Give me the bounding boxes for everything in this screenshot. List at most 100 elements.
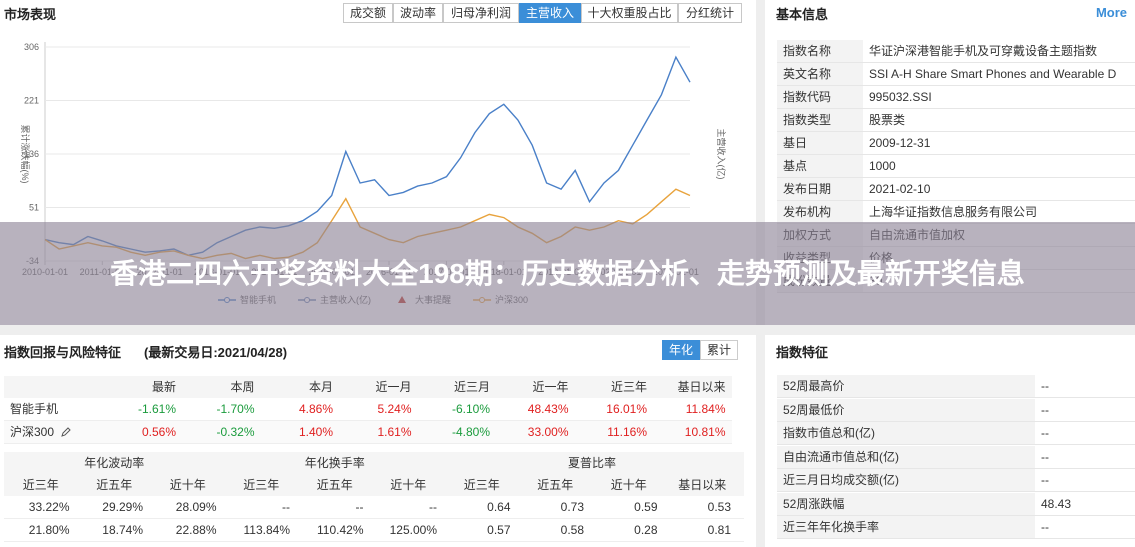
col-header: 近三月 (453, 380, 490, 394)
col-header: 基日以来 (677, 380, 726, 394)
banner-text: 香港二四六开奖资料大全198期：历史数据分析、走势预测及最新开奖信息 (110, 257, 1025, 289)
return-value: 1.40% (298, 425, 333, 439)
row-name: 智能手机 (10, 402, 59, 416)
col-header: 近十年 (390, 478, 427, 492)
feature-key: 指数市值总和(亿) (777, 422, 1035, 445)
risk-value: 0.57 (487, 523, 511, 537)
group-header: 夏普比率 (567, 456, 616, 470)
feature-value: -- (1035, 399, 1135, 422)
col-header: 最新 (151, 380, 176, 394)
risk-value: 28.09% (175, 500, 217, 514)
table-header-bg (4, 376, 732, 398)
info-key: 基日 (777, 132, 863, 155)
col-header: 本周 (230, 380, 255, 394)
col-header: 本月 (308, 380, 333, 394)
panel-title: 市场表现 (4, 7, 57, 22)
panel-title: 指数回报与风险特征 (4, 345, 122, 360)
feature-value: -- (1035, 375, 1135, 398)
feature-key: 52周最低价 (777, 398, 1035, 422)
return-value: -4.80% (451, 425, 490, 439)
toggle[interactable]: 年化 (662, 340, 700, 360)
risk-value: 21.80% (28, 523, 70, 537)
info-key: 指数类型 (777, 109, 863, 132)
info-value: 华证沪深港智能手机及可穿戴设备主题指数 (863, 40, 1135, 63)
risk-header-bg (4, 452, 744, 496)
return-value: 48.43% (527, 402, 569, 416)
return-value: -6.10% (451, 402, 490, 416)
tab[interactable]: 成交额 (343, 3, 393, 23)
col-header: 近三年 (610, 380, 647, 394)
info-value: 2021-02-10 (863, 178, 1135, 201)
risk-value: 0.73 (560, 500, 584, 514)
col-header: 近十年 (610, 478, 647, 492)
info-key: 发布日期 (777, 178, 863, 201)
more-link[interactable]: More (1095, 5, 1127, 20)
feature-key: 近三月日均成交额(亿) (777, 469, 1035, 492)
return-value: 1.61% (377, 425, 412, 439)
risk-value: 113.84% (243, 523, 290, 537)
return-value: 11.16% (607, 425, 647, 439)
panel-title: 基本信息 (776, 7, 829, 22)
feature-value: 48.43 (1035, 493, 1135, 516)
info-value: SSI A-H Share Smart Phones and Wearable … (863, 63, 1135, 86)
group-header: 年化换手率 (304, 456, 365, 470)
trade-date: (最新交易日:2021/04/28) (144, 345, 288, 360)
return-value: 10.81% (684, 425, 726, 439)
tab[interactable]: 波动率 (393, 3, 443, 23)
tab[interactable]: 十大权重股占比 (581, 3, 678, 23)
return-value: 11.84% (685, 402, 726, 416)
return-value: -1.61% (137, 402, 176, 416)
feature-key: 近三年年化换手率 (777, 516, 1035, 539)
feature-value: -- (1035, 446, 1135, 469)
risk-value: -- (282, 500, 290, 514)
risk-value: 0.28 (634, 523, 658, 537)
col-header: 近一月 (375, 380, 412, 394)
col-header: 近五年 (316, 478, 353, 492)
y-tick-label: 306 (24, 42, 39, 52)
edit-icon[interactable] (60, 426, 72, 438)
feature-key: 自由流通市值总和(亿) (777, 445, 1035, 469)
row-bg (4, 421, 732, 444)
risk-value: 33.22% (28, 500, 70, 514)
y2-axis-label: 主营收入(亿) (716, 129, 727, 180)
col-header: 近五年 (96, 478, 133, 492)
col-header: 近五年 (537, 478, 574, 492)
info-key: 发布机构 (777, 201, 863, 224)
info-value: 1000 (863, 155, 1135, 178)
risk-value: 0.53 (707, 500, 731, 514)
group-header: 年化波动率 (84, 456, 145, 470)
col-header: 近三年 (243, 478, 280, 492)
return-value: 5.24% (377, 402, 412, 416)
tab[interactable]: 分红统计 (678, 3, 742, 23)
tab[interactable]: 主营收入 (519, 3, 581, 23)
risk-value: 110.42% (317, 523, 364, 537)
toggle[interactable]: 累计 (700, 340, 738, 360)
y-tick-label: 221 (24, 96, 39, 106)
y-tick-label: 51 (29, 203, 39, 213)
panel-title: 指数特征 (776, 345, 829, 360)
risk-value: 22.88% (175, 523, 217, 537)
risk-value: 125.00% (389, 523, 437, 537)
risk-value: 29.29% (102, 500, 143, 514)
row-bg (4, 519, 744, 542)
row-bg (4, 496, 744, 519)
info-value: 股票类 (863, 109, 1135, 132)
feature-key: 52周最高价 (777, 375, 1035, 398)
return-value: 0.56% (141, 425, 176, 439)
risk-value: 0.59 (634, 500, 658, 514)
feature-key: 52周涨跌幅 (777, 492, 1035, 516)
feature-value: -- (1035, 469, 1135, 492)
feature-value: -- (1035, 422, 1135, 445)
col-header: 近三年 (463, 478, 500, 492)
risk-value: -- (355, 500, 364, 514)
risk-value: -- (429, 500, 437, 514)
risk-value: 18.74% (102, 523, 143, 537)
info-key: 指数名称 (777, 40, 863, 63)
return-value: 16.01% (606, 402, 647, 416)
return-value: -1.70% (216, 402, 255, 416)
info-key: 基点 (777, 155, 863, 178)
return-value: 33.00% (527, 425, 569, 439)
tab[interactable]: 归母净利润 (443, 3, 519, 23)
risk-value: 0.64 (487, 500, 511, 514)
